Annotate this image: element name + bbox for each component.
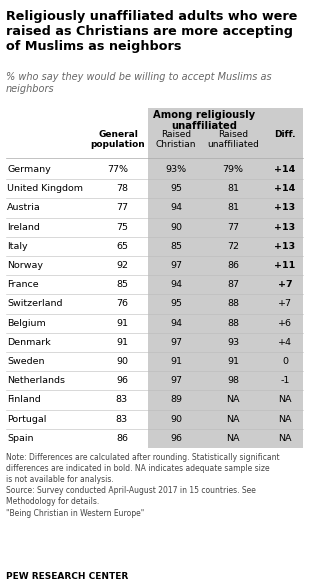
Text: 90: 90 — [116, 357, 128, 366]
Text: Portugal: Portugal — [7, 415, 46, 424]
Text: Germany: Germany — [7, 165, 51, 174]
Text: Raised
unaffiliated: Raised unaffiliated — [207, 130, 259, 149]
Text: NA: NA — [278, 434, 292, 443]
Text: +14: +14 — [274, 165, 296, 174]
Text: +6: +6 — [278, 319, 292, 328]
Text: 65: 65 — [116, 242, 128, 251]
Text: 83: 83 — [116, 395, 128, 405]
Text: 94: 94 — [170, 319, 182, 328]
Text: PEW RESEARCH CENTER: PEW RESEARCH CENTER — [6, 572, 128, 581]
Text: Belgium: Belgium — [7, 319, 46, 328]
Text: 72: 72 — [227, 242, 239, 251]
Text: 97: 97 — [170, 376, 182, 385]
Text: NA: NA — [226, 415, 240, 424]
Text: 88: 88 — [227, 300, 239, 308]
Text: 87: 87 — [227, 280, 239, 289]
Text: 78: 78 — [116, 184, 128, 194]
Text: Finland: Finland — [7, 395, 41, 405]
Text: 85: 85 — [170, 242, 182, 251]
Text: 85: 85 — [116, 280, 128, 289]
Text: Spain: Spain — [7, 434, 33, 443]
Text: 98: 98 — [227, 376, 239, 385]
Text: Norway: Norway — [7, 261, 43, 270]
Text: +14: +14 — [274, 184, 296, 194]
Text: +11: +11 — [274, 261, 296, 270]
Text: Ireland: Ireland — [7, 223, 40, 231]
Text: 77: 77 — [227, 223, 239, 231]
Text: 92: 92 — [116, 261, 128, 270]
Text: 97: 97 — [170, 261, 182, 270]
Text: +13: +13 — [274, 242, 296, 251]
Text: Among religiously
unaffiliated: Among religiously unaffiliated — [154, 110, 256, 131]
Text: Switzerland: Switzerland — [7, 300, 62, 308]
Text: 86: 86 — [227, 261, 239, 270]
Text: 95: 95 — [170, 184, 182, 194]
Text: 91: 91 — [227, 357, 239, 366]
Text: 96: 96 — [116, 376, 128, 385]
Text: Denmark: Denmark — [7, 338, 51, 347]
Text: 75: 75 — [116, 223, 128, 231]
Text: 90: 90 — [170, 223, 182, 231]
Text: 97: 97 — [170, 338, 182, 347]
Bar — [148, 108, 303, 448]
Text: Italy: Italy — [7, 242, 28, 251]
Text: 76: 76 — [116, 300, 128, 308]
Text: 96: 96 — [170, 434, 182, 443]
Text: 93: 93 — [227, 338, 239, 347]
Text: Sweden: Sweden — [7, 357, 44, 366]
Text: 77%: 77% — [107, 165, 128, 174]
Text: France: France — [7, 280, 39, 289]
Text: 94: 94 — [170, 203, 182, 212]
Text: NA: NA — [278, 415, 292, 424]
Text: 81: 81 — [227, 203, 239, 212]
Text: -1: -1 — [280, 376, 290, 385]
Text: 79%: 79% — [222, 165, 243, 174]
Text: 90: 90 — [170, 415, 182, 424]
Text: NA: NA — [226, 434, 240, 443]
Text: Netherlands: Netherlands — [7, 376, 65, 385]
Text: NA: NA — [278, 395, 292, 405]
Text: 0: 0 — [282, 357, 288, 366]
Text: 95: 95 — [170, 300, 182, 308]
Text: +4: +4 — [278, 338, 292, 347]
Text: 77: 77 — [116, 203, 128, 212]
Text: 88: 88 — [227, 319, 239, 328]
Text: 81: 81 — [227, 184, 239, 194]
Text: Note: Differences are calculated after rounding. Statistically significant
diffe: Note: Differences are calculated after r… — [6, 453, 280, 518]
Text: General
population: General population — [91, 130, 145, 149]
Text: % who say they would be willing to accept Muslims as
neighbors: % who say they would be willing to accep… — [6, 72, 272, 94]
Text: United Kingdom: United Kingdom — [7, 184, 83, 194]
Text: NA: NA — [226, 395, 240, 405]
Text: +13: +13 — [274, 223, 296, 231]
Text: Religiously unaffiliated adults who were
raised as Christians are more accepting: Religiously unaffiliated adults who were… — [6, 10, 297, 53]
Text: 86: 86 — [116, 434, 128, 443]
Text: Austria: Austria — [7, 203, 41, 212]
Text: +7: +7 — [278, 280, 292, 289]
Text: 91: 91 — [170, 357, 182, 366]
Text: 83: 83 — [116, 415, 128, 424]
Text: +13: +13 — [274, 203, 296, 212]
Text: 89: 89 — [170, 395, 182, 405]
Text: 91: 91 — [116, 319, 128, 328]
Text: 91: 91 — [116, 338, 128, 347]
Text: 93%: 93% — [165, 165, 187, 174]
Text: 94: 94 — [170, 280, 182, 289]
Text: Raised
Christian: Raised Christian — [156, 130, 196, 149]
Text: +7: +7 — [278, 300, 292, 308]
Text: Diff.: Diff. — [274, 130, 296, 139]
